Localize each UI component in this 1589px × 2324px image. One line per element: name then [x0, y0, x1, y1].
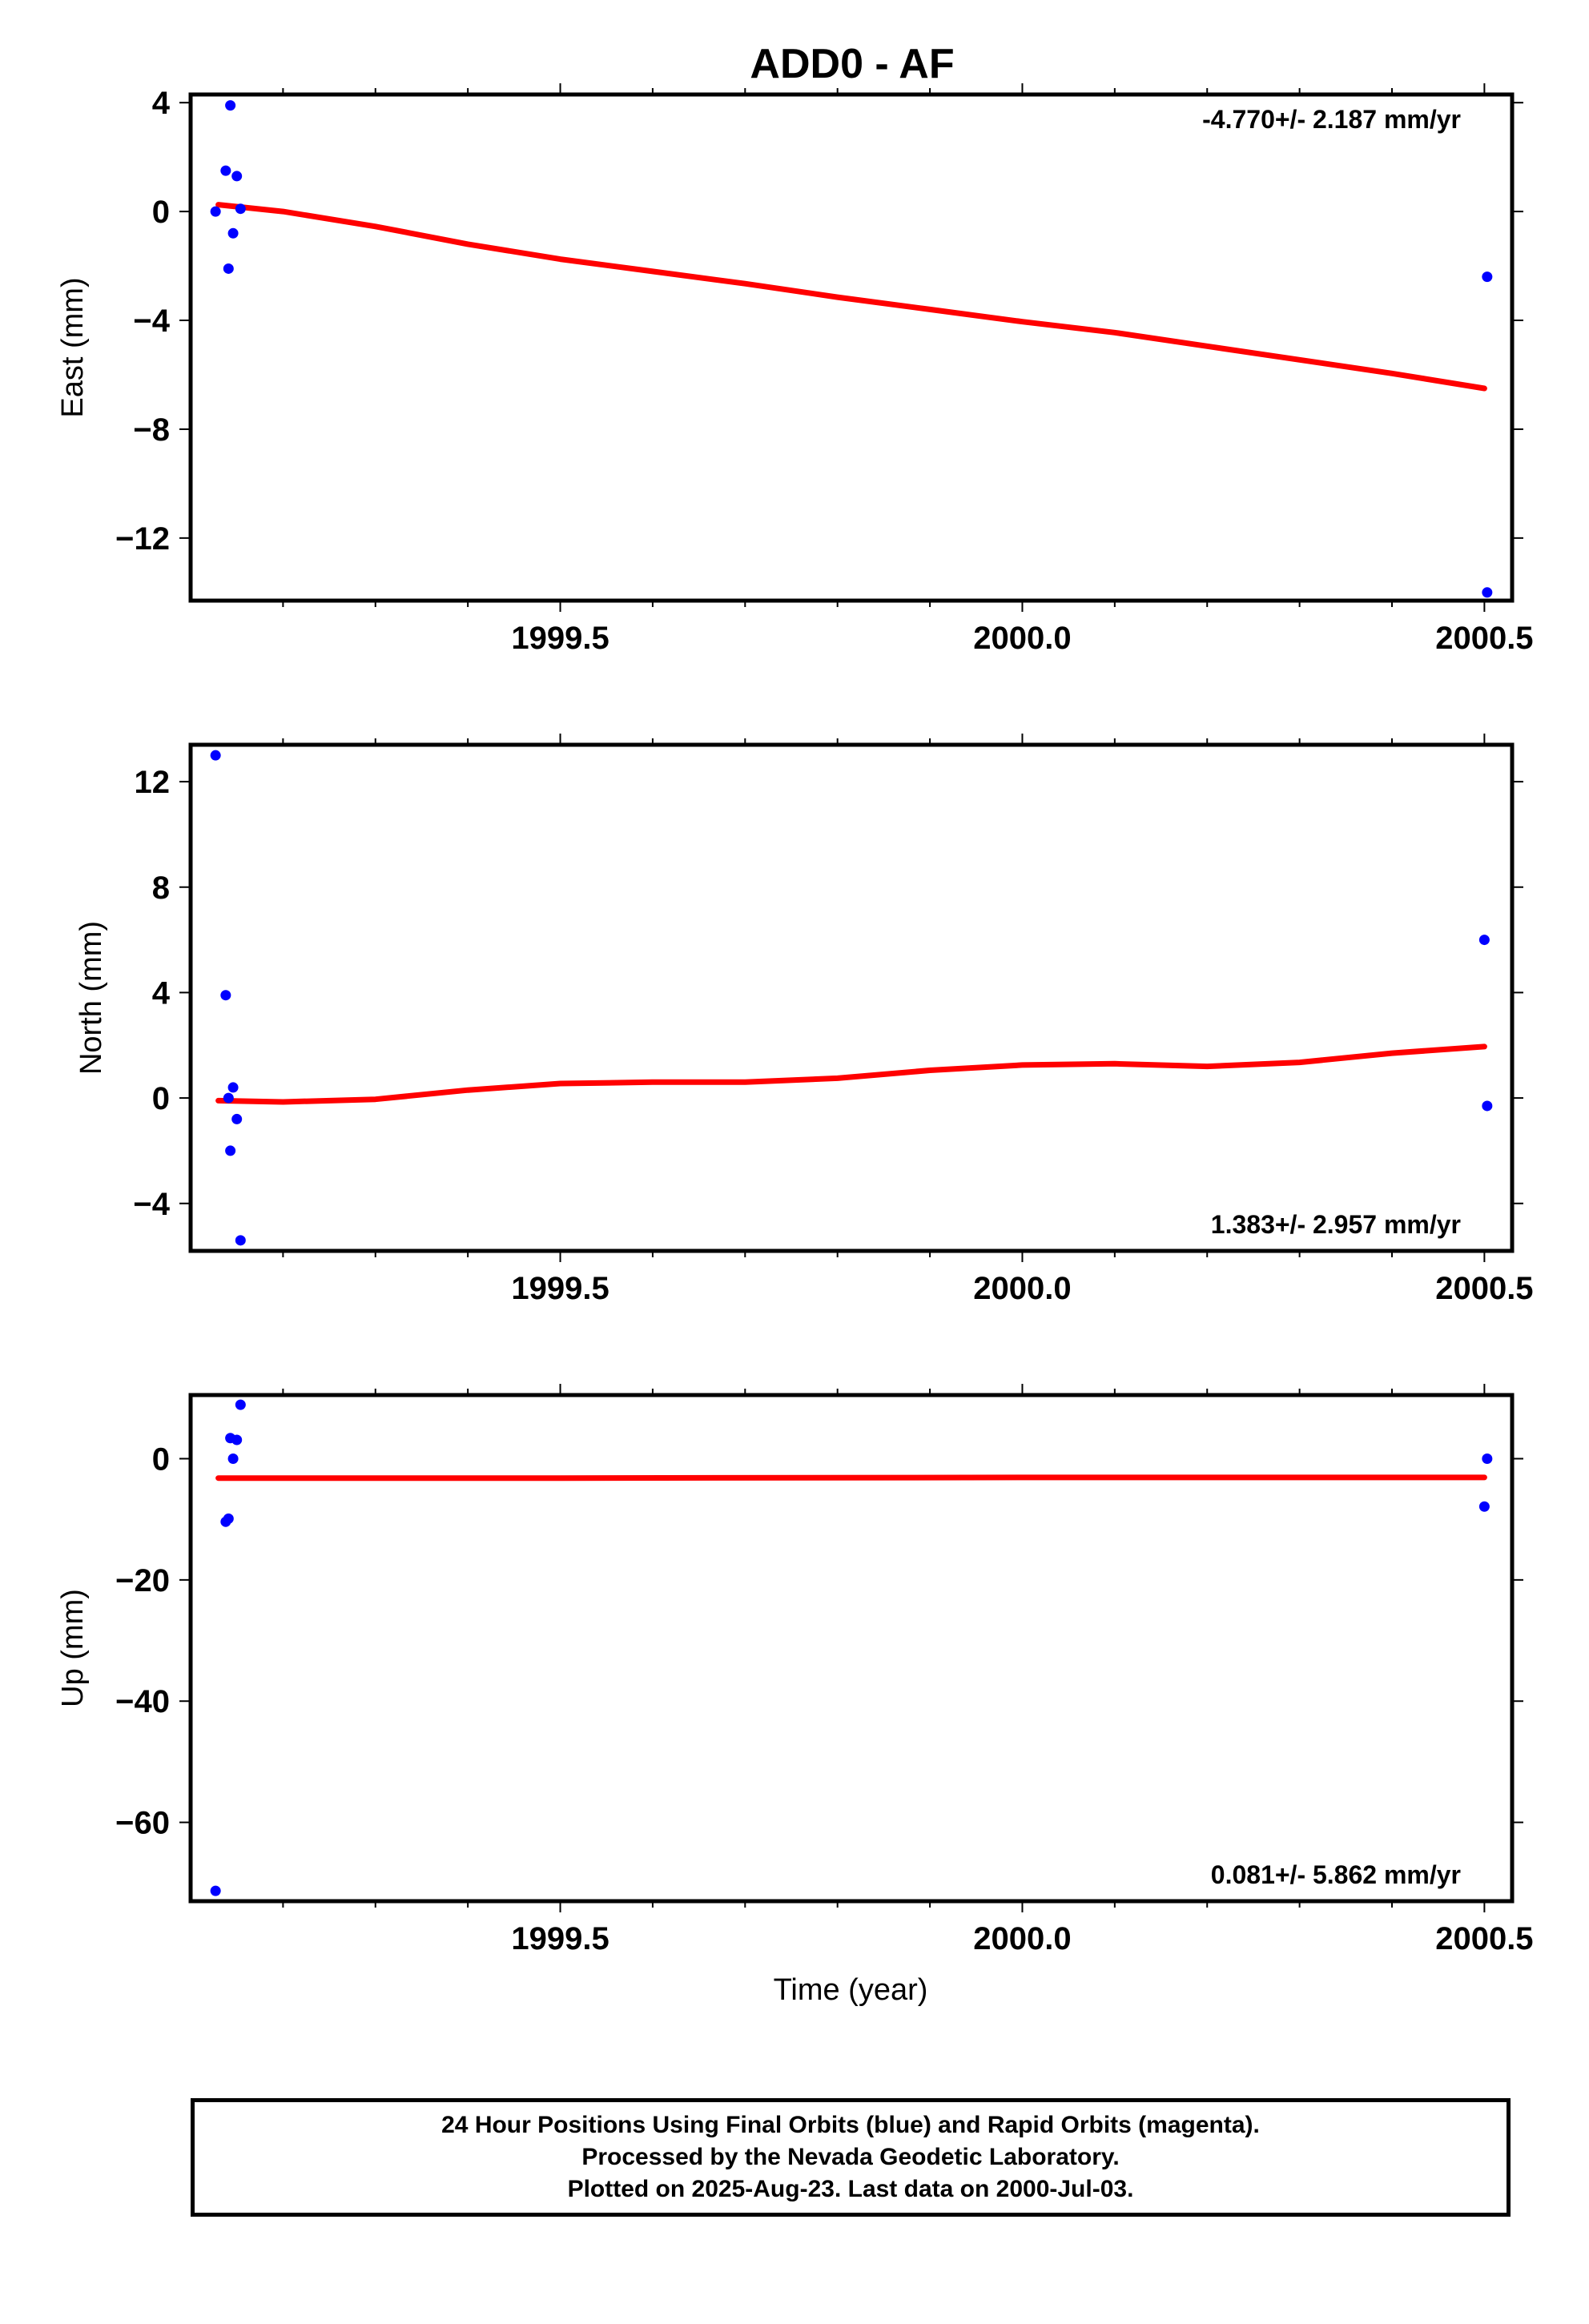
- caption-line-3: Plotted on 2025-Aug-23. Last data on 200…: [567, 2176, 1134, 2202]
- x-tick-label: 2000.5: [1435, 621, 1533, 656]
- data-point: [1478, 1501, 1490, 1512]
- caption-box: 24 Hour Positions Using Final Orbits (bl…: [191, 2098, 1511, 2217]
- panels: 1999.5 2000.0 2000.5 4 0 −4 −8 −12 East (mm) -4.7…: [56, 83, 1534, 1956]
- y-axis-label: East (mm): [56, 277, 90, 417]
- y-axis-label: North (mm): [74, 921, 108, 1075]
- data-point: [210, 206, 221, 217]
- data-point: [210, 1885, 221, 1896]
- data-point: [231, 1113, 243, 1124]
- data-point: [1482, 1453, 1493, 1464]
- data-point: [227, 1082, 239, 1093]
- y-tick-label: 12: [135, 765, 171, 800]
- data-point: [1482, 587, 1493, 598]
- data-point: [231, 1434, 243, 1445]
- y-tick-label: −20: [115, 1563, 170, 1598]
- data-point: [231, 171, 243, 182]
- y-tick-label: −40: [115, 1684, 170, 1719]
- y-tick-label: −60: [115, 1806, 170, 1841]
- data-point: [220, 990, 231, 1001]
- caption-line-1: 24 Hour Positions Using Final Orbits (bl…: [441, 2112, 1260, 2138]
- rate-annotation: 0.081+/- 5.862 mm/yr: [1211, 1860, 1461, 1889]
- plot-frame: [188, 742, 1515, 1253]
- rate-annotation: 1.383+/- 2.957 mm/yr: [1211, 1210, 1461, 1239]
- x-tick-label: 1999.5: [511, 621, 609, 656]
- y-axis-label: Up (mm): [56, 1589, 90, 1707]
- x-tick-label: 2000.0: [973, 621, 1071, 656]
- x-tick-label: 1999.5: [511, 1271, 609, 1306]
- y-tick-label: 0: [152, 1441, 170, 1477]
- fit-line: [215, 202, 1487, 392]
- x-tick-label: 2000.5: [1435, 1921, 1533, 1956]
- y-tick-label: 8: [152, 870, 170, 906]
- caption-line-2: Processed by the Nevada Geodetic Laborat…: [581, 2144, 1120, 2170]
- data-point: [210, 750, 221, 761]
- chart-title: ADD0 - AF: [750, 41, 954, 87]
- fit-line: [215, 1043, 1487, 1105]
- data-point: [227, 227, 239, 239]
- data-point: [1482, 1100, 1493, 1112]
- data-point: [220, 165, 231, 176]
- data-point: [223, 1513, 234, 1524]
- panel-east: 1999.5 2000.0 2000.5 4 0 −4 −8 −12 East (mm) -4.7…: [56, 83, 1534, 656]
- rate-annotation: -4.770+/- 2.187 mm/yr: [1202, 105, 1461, 134]
- y-tick-label: 0: [152, 1081, 170, 1116]
- data-point: [1482, 271, 1493, 283]
- y-tick-label: 0: [152, 195, 170, 230]
- panel-north: 1999.5 2000.0 2000.5 12 8 4 0 −4 North (mm) 1.383…: [74, 734, 1534, 1306]
- x-tick-label: 1999.5: [511, 1921, 609, 1956]
- data-point: [235, 1235, 246, 1246]
- data-point: [235, 1399, 246, 1410]
- panel-up: 1999.5 2000.0 2000.5 0 −20 −40 −60 Up (mm) 0.081…: [56, 1384, 1534, 1956]
- plot-frame: [188, 92, 1515, 603]
- y-tick-label: −8: [133, 412, 170, 448]
- y-tick-label: −4: [133, 304, 170, 339]
- data-point: [225, 100, 236, 111]
- y-tick-label: 4: [152, 975, 171, 1011]
- x-tick-label: 2000.5: [1435, 1271, 1533, 1306]
- data-point: [223, 1092, 234, 1104]
- data-point: [227, 1453, 239, 1464]
- data-point: [1478, 935, 1490, 946]
- x-tick-label: 2000.0: [973, 1921, 1071, 1956]
- data-point: [235, 203, 246, 215]
- plot-frame: [188, 1393, 1515, 1904]
- x-axis-label: Time (year): [774, 1973, 928, 2007]
- y-tick-label: 4: [152, 86, 171, 121]
- y-tick-label: −12: [115, 521, 170, 557]
- data-point: [223, 263, 234, 274]
- x-tick-label: 2000.0: [973, 1271, 1071, 1306]
- y-tick-label: −4: [133, 1187, 170, 1222]
- data-point: [225, 1145, 236, 1156]
